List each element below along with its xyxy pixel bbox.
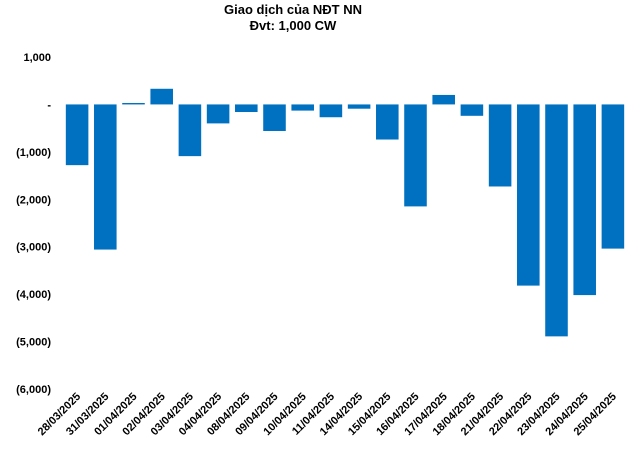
bar-14/04/2025 (347, 104, 371, 109)
y-tick-label: (3,000) (16, 242, 51, 254)
bar-25/04/2025 (601, 104, 625, 249)
chart-subtitle: Đvt: 1,000 CW (250, 18, 337, 33)
bar-15/04/2025 (376, 104, 399, 140)
bar-09/04/2025 (263, 104, 286, 131)
bar-04/04/2025 (206, 104, 230, 124)
bar-31/03/2025 (94, 104, 117, 250)
y-tick-label: (6,000) (16, 384, 51, 396)
y-axis: 1,000 - (1,000) (2,000) (3,000) (4,000) (5,000… (16, 52, 51, 396)
bar-21/04/2025 (488, 104, 512, 187)
bar-11/04/2025 (319, 104, 343, 118)
bar-18/04/2025 (460, 104, 484, 116)
bar-22/04/2025 (517, 104, 540, 286)
bar-10/04/2025 (291, 104, 314, 111)
bar-08/04/2025 (235, 104, 258, 113)
bar-17/04/2025 (432, 94, 455, 105)
bar-02/04/2025 (150, 88, 173, 105)
y-tick-label: (2,000) (16, 194, 51, 206)
bar-23/04/2025 (545, 104, 568, 337)
y-tick-label: (1,000) (16, 147, 51, 159)
x-axis: 28/03/202531/03/202501/04/202502/04/2025… (36, 391, 619, 438)
bar-24/04/2025 (573, 104, 596, 296)
y-tick-label: (4,000) (16, 289, 51, 301)
chart-title: Giao dịch của NĐT NN (224, 2, 362, 17)
bar-16/04/2025 (404, 104, 427, 207)
bar-01/04/2025 (122, 103, 145, 105)
y-tick-label: (5,000) (16, 337, 51, 349)
bar-28/03/2025 (65, 104, 89, 166)
bars (65, 88, 625, 337)
bar-03/04/2025 (178, 104, 202, 157)
y-tick-label: - (47, 99, 51, 111)
y-tick-label: 1,000 (23, 52, 51, 64)
